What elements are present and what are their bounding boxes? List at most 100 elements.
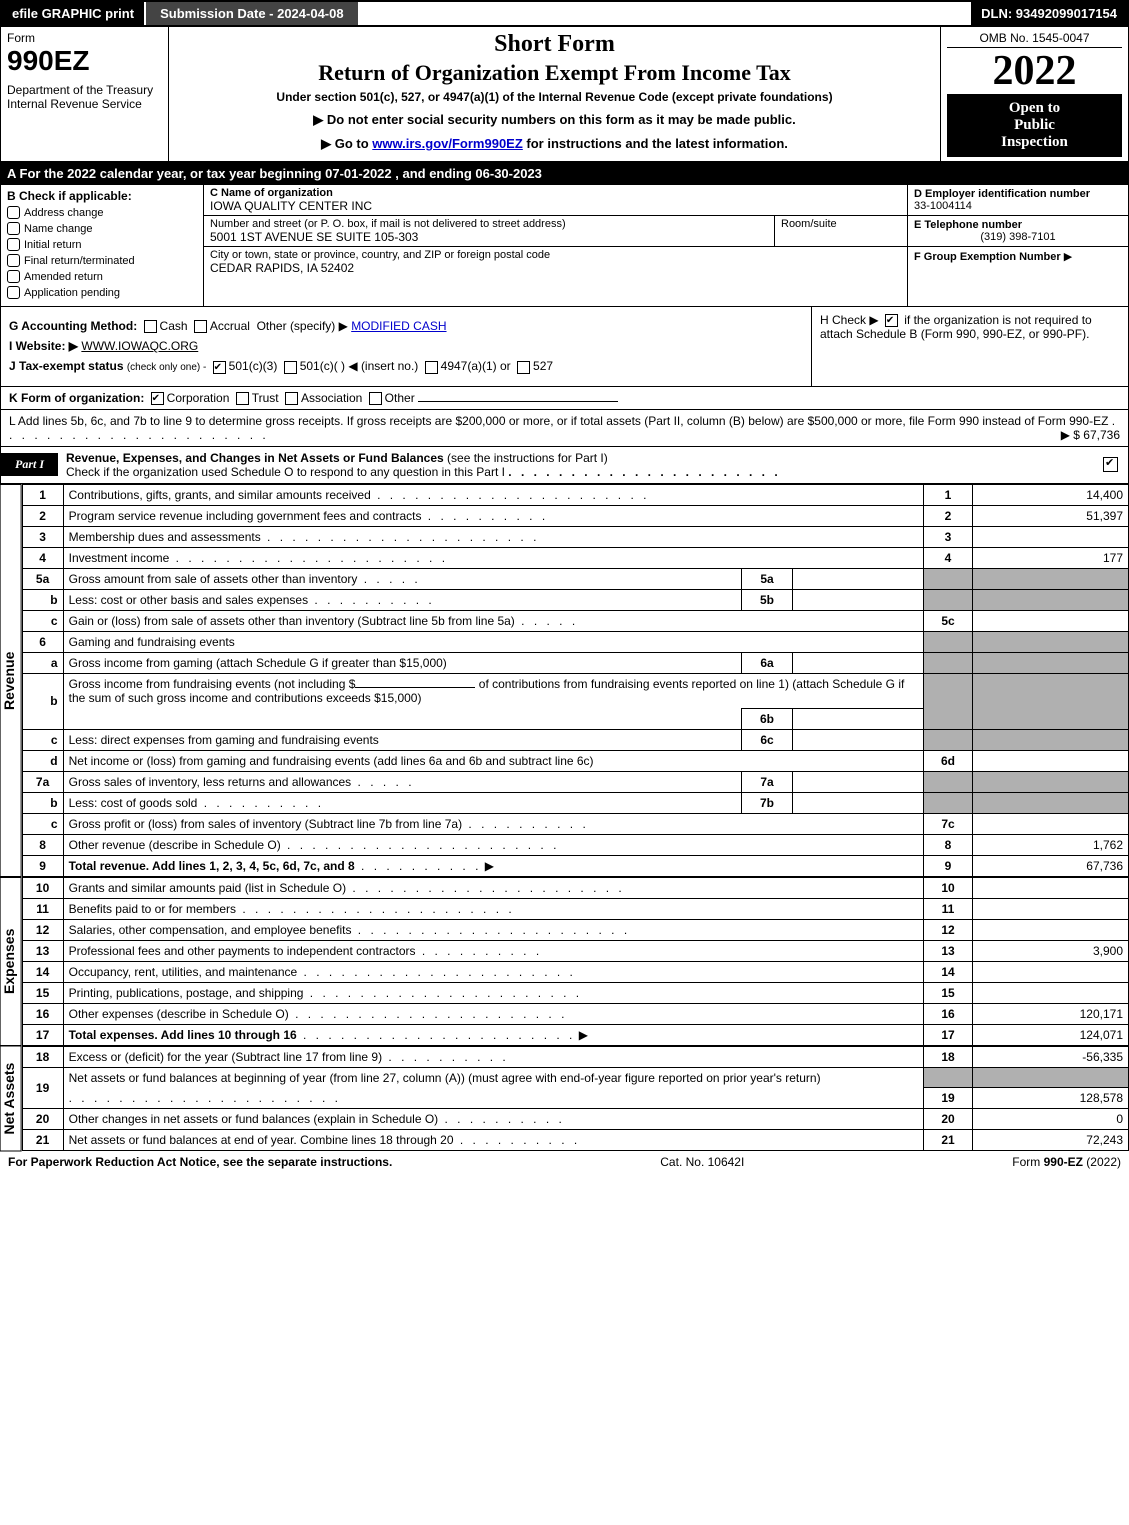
line-desc: Printing, publications, postage, and shi…: [63, 982, 923, 1003]
line-num: 9: [22, 855, 63, 876]
e-value: (319) 398-7101: [914, 231, 1122, 243]
goto-pre: ▶ Go to: [321, 136, 372, 151]
chk-other[interactable]: [369, 392, 382, 405]
table-row: 2Program service revenue including gover…: [22, 505, 1128, 526]
line-value: 51,397: [973, 505, 1129, 526]
k-trust: Trust: [252, 391, 279, 405]
chk-trust[interactable]: [236, 392, 249, 405]
chk-final-return[interactable]: Final return/terminated: [7, 254, 197, 267]
e-phone: E Telephone number (319) 398-7101: [908, 216, 1128, 247]
line-desc: Gaming and fundraising events: [63, 631, 923, 652]
chk-cash[interactable]: [144, 320, 157, 333]
line-ref: 16: [924, 1003, 973, 1024]
row-a-taxyear: A For the 2022 calendar year, or tax yea…: [0, 162, 1129, 185]
line-desc-cont: [63, 708, 741, 729]
line-ref: 9: [924, 855, 973, 876]
l-text: L Add lines 5b, 6c, and 7b to line 9 to …: [9, 414, 1108, 428]
line-desc: Excess or (deficit) for the year (Subtra…: [63, 1046, 923, 1067]
line-num: 1: [22, 484, 63, 505]
line-ref: 12: [924, 919, 973, 940]
table-row: 19128,578: [22, 1088, 1128, 1109]
k-corp: Corporation: [167, 391, 230, 405]
netassets-side-label: Net Assets: [0, 1046, 22, 1152]
line-num: 21: [22, 1130, 63, 1151]
table-row: 1Contributions, gifts, grants, and simil…: [22, 484, 1128, 505]
checkbox-icon: [7, 206, 20, 219]
b-label: B Check if applicable:: [7, 189, 197, 203]
grey-cell: [973, 1067, 1129, 1088]
line-desc: Other revenue (describe in Schedule O): [63, 834, 923, 855]
table-row: 11Benefits paid to or for members11: [22, 898, 1128, 919]
line-value: [973, 750, 1129, 771]
chk-address-change[interactable]: Address change: [7, 206, 197, 219]
chk-schedule-o[interactable]: [1103, 457, 1118, 472]
i-website-value[interactable]: WWW.IOWAQC.ORG: [81, 339, 198, 353]
g-other-value: MODIFIED CASH: [351, 319, 446, 333]
c-name-label: C Name of organization: [210, 187, 901, 199]
line-desc: Gross profit or (loss) from sales of inv…: [63, 813, 923, 834]
short-form-title: Short Form: [177, 31, 932, 58]
g-other-label: Other (specify) ▶: [257, 319, 348, 333]
table-row: bLess: cost or other basis and sales exp…: [22, 589, 1128, 610]
line-ref: 10: [924, 877, 973, 898]
line-value: [973, 877, 1129, 898]
expenses-side-label: Expenses: [0, 877, 22, 1046]
checkbox-icon: [7, 270, 20, 283]
line-desc: Salaries, other compensation, and employ…: [63, 919, 923, 940]
line-num: 16: [22, 1003, 63, 1024]
efile-print-button[interactable]: efile GRAPHIC print: [2, 2, 146, 25]
chk-4947[interactable]: [425, 361, 438, 374]
chk-527[interactable]: [517, 361, 530, 374]
col-c-orginfo: C Name of organization IOWA QUALITY CENT…: [204, 185, 908, 306]
chk-name-change[interactable]: Name change: [7, 222, 197, 235]
goto-post: for instructions and the latest informat…: [523, 136, 788, 151]
checkbox-icon: [7, 286, 20, 299]
table-row: 5aGross amount from sale of assets other…: [22, 568, 1128, 589]
sub-line-value: [793, 708, 924, 729]
f-label: F Group Exemption Number: [914, 251, 1061, 263]
f-arrow-icon: ▶: [1064, 251, 1072, 263]
sub-line-ref: 5b: [742, 589, 793, 610]
department-label: Department of the Treasury Internal Reve…: [7, 83, 162, 111]
chk-initial-return[interactable]: Initial return: [7, 238, 197, 251]
grey-cell: [924, 589, 973, 610]
sub-line-ref: 6c: [742, 729, 793, 750]
table-row: 20Other changes in net assets or fund ba…: [22, 1109, 1128, 1130]
line-value: -56,335: [973, 1046, 1129, 1067]
chk-accrual[interactable]: [194, 320, 207, 333]
l-amount: ▶ $ 67,736: [1061, 428, 1120, 442]
under-section-note: Under section 501(c), 527, or 4947(a)(1)…: [177, 90, 932, 104]
room-suite-label: Room/suite: [775, 216, 907, 246]
section-ghij: G Accounting Method: Cash Accrual Other …: [0, 307, 1129, 387]
pra-notice: For Paperwork Reduction Act Notice, see …: [8, 1155, 392, 1169]
chk-501c3[interactable]: [213, 361, 226, 374]
line-desc: Membership dues and assessments: [63, 526, 923, 547]
line-num: 5a: [22, 568, 63, 589]
line-value: [973, 526, 1129, 547]
netassets-section: Net Assets 18Excess or (deficit) for the…: [0, 1046, 1129, 1152]
g-cash-label: Cash: [160, 319, 188, 333]
chk-label: Final return/terminated: [24, 255, 135, 267]
table-row: 13Professional fees and other payments t…: [22, 940, 1128, 961]
chk-association[interactable]: [285, 392, 298, 405]
g-label: G Accounting Method:: [9, 319, 137, 333]
grey-cell: [973, 568, 1129, 589]
line-desc: Other changes in net assets or fund bala…: [63, 1109, 923, 1130]
chk-501c[interactable]: [284, 361, 297, 374]
line-ref: 20: [924, 1109, 973, 1130]
line-desc: Program service revenue including govern…: [63, 505, 923, 526]
d-value: 33-1004114: [914, 200, 1122, 212]
d-ein: D Employer identification number 33-1004…: [908, 185, 1128, 216]
checkbox-icon: [7, 254, 20, 267]
line-value: 1,762: [973, 834, 1129, 855]
section-bcdef: B Check if applicable: Address change Na…: [0, 185, 1129, 307]
chk-h[interactable]: [885, 314, 898, 327]
chk-amended-return[interactable]: Amended return: [7, 270, 197, 283]
k-other-line: [418, 401, 618, 402]
line-desc-cont: [63, 1088, 923, 1109]
chk-corporation[interactable]: [151, 392, 164, 405]
form-id-block: Form 990EZ Department of the Treasury In…: [1, 27, 169, 161]
irs-link[interactable]: www.irs.gov/Form990EZ: [372, 136, 523, 151]
line-num: 2: [22, 505, 63, 526]
chk-application-pending[interactable]: Application pending: [7, 286, 197, 299]
